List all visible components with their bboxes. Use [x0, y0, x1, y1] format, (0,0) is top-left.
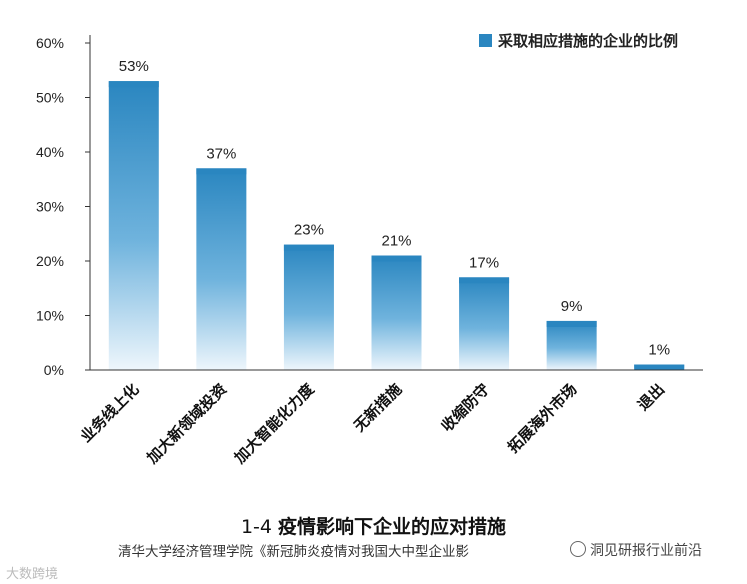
source-note: 清华大学经济管理学院《新冠肺炎疫情对我国大中型企业影 — [118, 544, 469, 560]
legend: 采取相应措施的企业的比例 — [479, 32, 678, 50]
watermark-left: 大数跨境 — [6, 563, 58, 582]
x-axis: 业务线上化 加大新领域投资 加大智能化力度 无新措施 收缩防守 拓展海外市场 退出 — [77, 369, 703, 468]
data-label: 17% — [469, 254, 499, 271]
category-label: 加大新领域投资 — [142, 380, 230, 468]
bar-cap — [108, 81, 159, 88]
data-label: 1% — [648, 342, 670, 359]
bars: 53% 37% 23% 21% 17% 9% 1% — [108, 58, 685, 371]
y-tick-label: 10% — [36, 308, 64, 324]
chart-caption: 1-4 疫情影响下企业的应对措施 — [0, 512, 747, 539]
bar — [283, 244, 334, 370]
watermark-right: 洞见研报行业前沿 — [568, 540, 704, 560]
y-tick-label: 30% — [36, 199, 64, 215]
bar — [196, 168, 247, 370]
bar-cap — [371, 255, 422, 262]
bar-chart: 0% 10% 20% 30% 40% 50% 60% 53% 37% 23% 21% 17% 9% 1%… — [36, 32, 703, 468]
category-label: 收缩防守 — [438, 380, 493, 435]
watermark-right-text: 洞见研报行业前沿 — [590, 543, 702, 559]
legend-swatch — [479, 34, 492, 47]
caption-number: 1-4 — [240, 516, 273, 538]
y-axis: 0% 10% 20% 30% 40% 50% 60% — [36, 35, 91, 378]
bar — [108, 81, 159, 371]
bar-cap — [459, 277, 510, 284]
data-label: 23% — [294, 222, 324, 239]
data-label: 53% — [119, 58, 149, 75]
y-tick-label: 40% — [36, 144, 64, 160]
data-label: 9% — [561, 298, 583, 315]
bar-cap — [196, 168, 247, 175]
category-label: 业务线上化 — [77, 380, 143, 446]
y-tick-label: 50% — [36, 90, 64, 106]
bar-cap — [283, 244, 334, 251]
data-label: 37% — [206, 145, 236, 162]
category-label: 无新措施 — [349, 380, 405, 436]
bar-cap — [634, 364, 685, 370]
bar — [459, 277, 510, 370]
wechat-icon — [570, 541, 586, 557]
category-label: 拓展海外市场 — [504, 380, 580, 456]
category-label: 加大智能化力度 — [230, 379, 318, 467]
bar — [371, 255, 422, 370]
y-tick-label: 60% — [36, 35, 64, 51]
category-label: 退出 — [634, 380, 668, 414]
data-label: 21% — [381, 233, 411, 250]
caption-text: 疫情影响下企业的应对措施 — [278, 516, 507, 538]
y-tick-label: 0% — [44, 362, 64, 378]
watermark-left-text: 大数跨境 — [6, 567, 59, 582]
bar-cap — [546, 320, 597, 327]
bar — [546, 320, 597, 370]
legend-label: 采取相应措施的企业的比例 — [497, 32, 678, 50]
y-tick-label: 20% — [36, 253, 64, 269]
